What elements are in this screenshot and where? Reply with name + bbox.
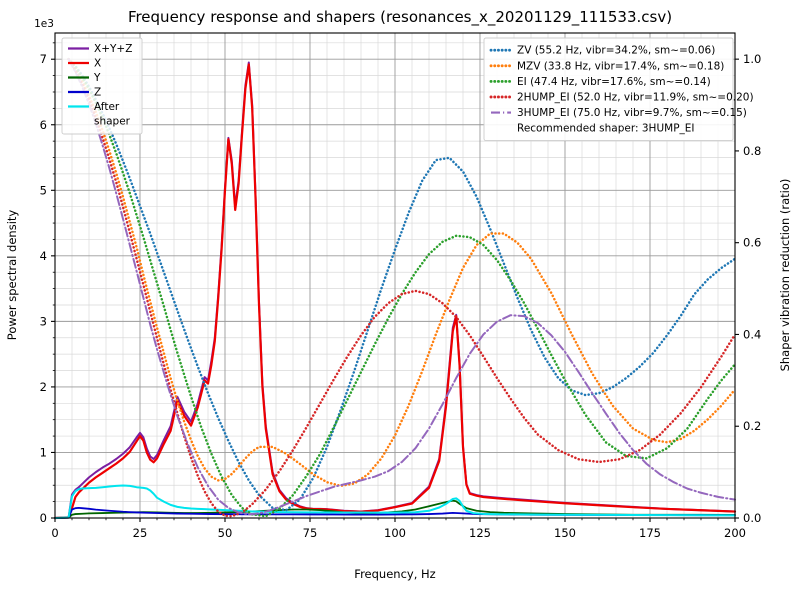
series-line-after-shaper	[54, 484, 736, 519]
y-tick-label-right: 0.0	[743, 511, 761, 525]
y-tick-label-left: 4	[40, 249, 47, 263]
legend-left-label[interactable]: Y	[93, 72, 101, 84]
y-tick-label-right: 0.6	[743, 236, 761, 250]
legend-right[interactable]: ZV (55.2 Hz, vibr=34.2%, sm~=0.06) MZV (3…	[483, 37, 754, 142]
x-tick-label: 125	[469, 526, 491, 540]
y-tick-label-left: 6	[40, 118, 47, 132]
legend-left-label[interactable]: X	[94, 57, 101, 69]
x-tick-label: 150	[554, 526, 576, 540]
y-tick-label-left: 7	[40, 52, 47, 66]
x-axis-label: Frequency, Hz	[354, 567, 435, 581]
y-tick-label-left: 5	[40, 183, 47, 197]
series-line-x	[53, 63, 737, 520]
y-tick-label-left: 2	[40, 380, 47, 394]
legend-right-label[interactable]: 2HUMP_EI (52.0 Hz, vibr=11.9%, sm~=0.20)	[517, 91, 754, 103]
series-line-ei	[67, 57, 737, 518]
y-axis-offset-text: 1e3	[34, 18, 54, 30]
legend-left-label[interactable]: X+Y+Z	[94, 43, 132, 55]
y-tick-label-right: 0.8	[743, 144, 761, 158]
axis-ticks: 0 25 50 75 100 125 150 175 200 0 1 2 3 4 5 6 7 0.0 0.2 0.4 0…	[40, 42, 761, 540]
y-axis-label-right: Shaper vibration reduction (ratio)	[778, 179, 792, 372]
legend-right-label[interactable]: ZV (55.2 Hz, vibr=34.2%, sm~=0.06)	[517, 45, 715, 57]
series-line-3hump-ei	[67, 58, 736, 516]
series-line-2hump-ei	[67, 57, 737, 518]
y-tick-label-right: 1.0	[743, 52, 761, 66]
legend-right-label[interactable]: EI (47.4 Hz, vibr=17.6%, sm~=0.14)	[517, 76, 711, 88]
recommended-shaper-text: Recommended shaper: 3HUMP_EI	[517, 123, 695, 135]
series-line-mzv	[67, 57, 737, 488]
legend-right-label[interactable]: MZV (33.8 Hz, vibr=17.4%, sm~=0.18)	[517, 60, 724, 72]
y-axis-label-left: Power spectral density	[5, 210, 19, 341]
legend-right-box	[483, 37, 734, 142]
plot-series-group	[53, 57, 737, 520]
legend-left[interactable]: X+Y+Z XYZ After shaper	[61, 37, 143, 135]
x-tick-label: 100	[384, 526, 406, 540]
page-title: Frequency response and shapers (resonanc…	[128, 8, 672, 27]
y-tick-label-left: 0	[40, 511, 47, 525]
x-tick-label: 50	[218, 526, 233, 540]
x-tick-label: 25	[133, 526, 148, 540]
y-tick-label-left: 1	[40, 445, 47, 459]
y-tick-label-right: 0.2	[743, 419, 761, 433]
legend-left-label[interactable]: After	[94, 101, 120, 113]
x-tick-label: 75	[303, 526, 318, 540]
legend-left-label[interactable]: shaper	[94, 115, 131, 127]
x-tick-label: 0	[51, 526, 58, 540]
y-tick-label-left: 3	[40, 314, 47, 328]
legend-left-label[interactable]: Z	[94, 86, 101, 98]
y-tick-label-right: 0.4	[743, 327, 761, 341]
x-tick-label: 200	[724, 526, 746, 540]
legend-right-label[interactable]: 3HUMP_EI (75.0 Hz, vibr=9.7%, sm~=0.15)	[517, 107, 747, 119]
x-tick-label: 175	[639, 526, 661, 540]
